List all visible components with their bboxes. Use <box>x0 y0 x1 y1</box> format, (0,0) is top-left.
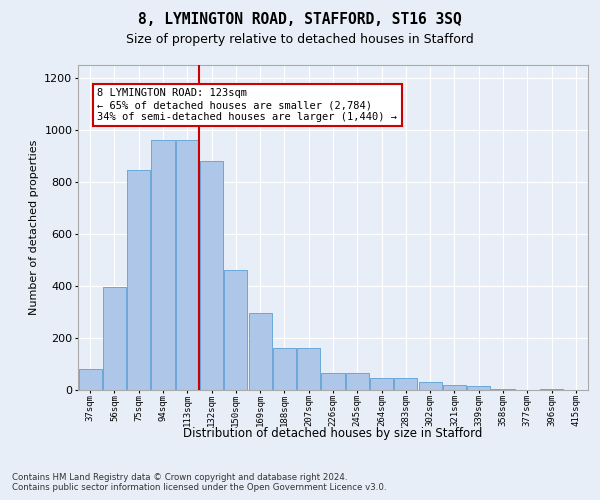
Bar <box>151 140 175 390</box>
Y-axis label: Number of detached properties: Number of detached properties <box>29 140 39 315</box>
Bar <box>346 373 369 390</box>
Bar <box>297 348 320 390</box>
Text: Distribution of detached houses by size in Stafford: Distribution of detached houses by size … <box>184 428 482 440</box>
Bar <box>103 288 126 390</box>
Bar <box>322 373 344 390</box>
Bar <box>248 314 272 390</box>
Bar <box>200 161 223 390</box>
Text: 8, LYMINGTON ROAD, STAFFORD, ST16 3SQ: 8, LYMINGTON ROAD, STAFFORD, ST16 3SQ <box>138 12 462 28</box>
Text: Contains public sector information licensed under the Open Government Licence v3: Contains public sector information licen… <box>12 484 386 492</box>
Bar <box>127 170 150 390</box>
Bar <box>79 369 101 390</box>
Bar <box>419 382 442 390</box>
Bar <box>176 140 199 390</box>
Bar <box>467 386 490 390</box>
Text: Size of property relative to detached houses in Stafford: Size of property relative to detached ho… <box>126 32 474 46</box>
Bar <box>540 388 563 390</box>
Bar <box>273 348 296 390</box>
Bar <box>491 388 515 390</box>
Bar <box>224 270 247 390</box>
Bar <box>443 385 466 390</box>
Text: 8 LYMINGTON ROAD: 123sqm
← 65% of detached houses are smaller (2,784)
34% of sem: 8 LYMINGTON ROAD: 123sqm ← 65% of detach… <box>97 88 397 122</box>
Text: Contains HM Land Registry data © Crown copyright and database right 2024.: Contains HM Land Registry data © Crown c… <box>12 472 347 482</box>
Bar <box>370 378 393 390</box>
Bar <box>394 378 418 390</box>
